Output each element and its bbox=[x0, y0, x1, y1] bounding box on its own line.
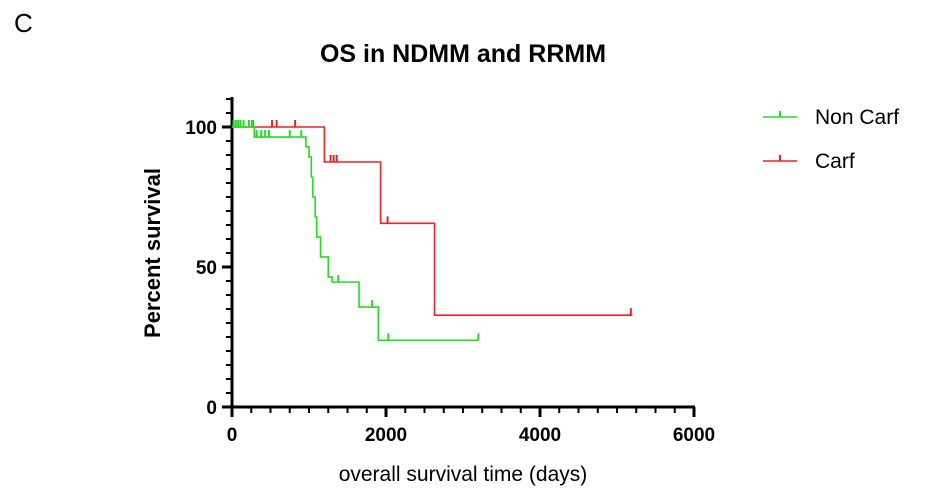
legend-label: Carf bbox=[815, 150, 855, 173]
y-tick-label: 50 bbox=[196, 258, 217, 279]
series-line-carf bbox=[232, 126, 633, 316]
x-tick-label: 2000 bbox=[365, 425, 407, 446]
y-tick-label: 100 bbox=[185, 118, 217, 139]
legend-label: Non Carf bbox=[815, 106, 899, 129]
x-axis-title: overall survival time (days) bbox=[339, 463, 588, 486]
x-tick-label: 0 bbox=[227, 425, 238, 446]
chart-title: OS in NDMM and RRMM bbox=[320, 40, 606, 68]
x-tick-label: 6000 bbox=[673, 425, 715, 446]
y-tick-label: 0 bbox=[206, 398, 217, 419]
y-axis-title: Percent survival bbox=[140, 168, 165, 338]
plot-area bbox=[232, 120, 633, 342]
axes: 0 50 100 0 2000 4000 6000 bbox=[185, 97, 715, 446]
series-line-non-carf bbox=[232, 126, 479, 342]
panel-letter: C bbox=[14, 8, 33, 38]
x-tick-label: 4000 bbox=[519, 425, 561, 446]
legend: Non Carf Carf bbox=[763, 106, 899, 173]
